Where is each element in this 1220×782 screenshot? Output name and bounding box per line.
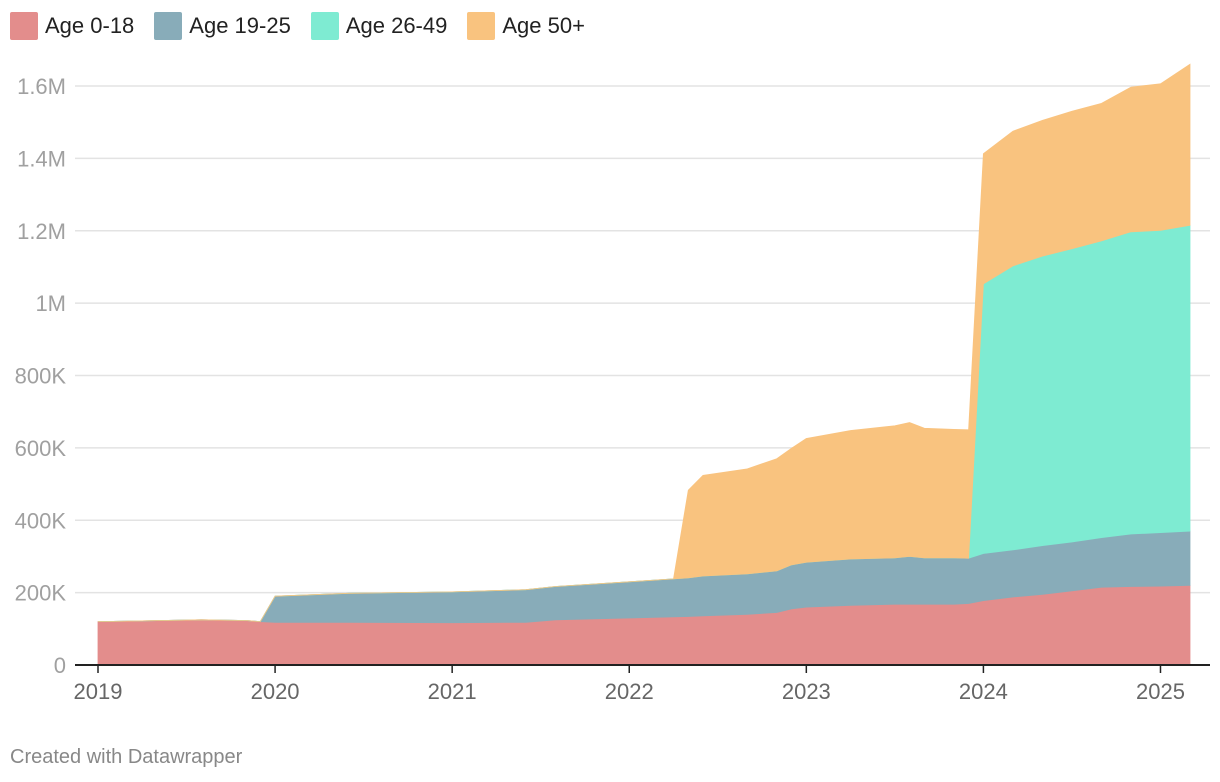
y-tick-label-1: 200K	[15, 581, 67, 606]
x-tick-label-0: 2019	[74, 679, 123, 704]
legend-label-age-26-49: Age 26-49	[345, 13, 448, 38]
legend-swatch-age-50-plus	[467, 12, 496, 40]
x-tick-label-4: 2023	[782, 679, 831, 704]
legend-item-age-50-plus: Age 50+	[467, 12, 585, 40]
datawrapper-credit: Created with Datawrapper	[10, 746, 243, 768]
legend-label-age-50-plus: Age 50+	[502, 13, 585, 38]
axes: 0 200K 400K 600K 800K 1M 1.2M 1.4M 1.6M 2019 2020 2…	[15, 74, 1210, 704]
legend-swatch-age-19-25	[154, 12, 183, 40]
legend-item-age-26-49: Age 26-49	[310, 12, 448, 40]
legend-swatch-age-0-18	[10, 12, 38, 40]
x-tick-label-3: 2022	[605, 679, 654, 704]
y-tick-label-3: 600K	[15, 436, 67, 461]
y-tick-label-6: 1.2M	[17, 219, 66, 244]
legend: Age 0-18 Age 19-25 Age 26-49 Age 50+	[10, 12, 605, 40]
y-tick-label-2: 400K	[15, 508, 67, 533]
y-tick-label-7: 1.4M	[17, 146, 66, 171]
y-tick-label-8: 1.6M	[17, 74, 66, 99]
x-tick-label-2: 2021	[428, 679, 477, 704]
x-tick-label-6: 2025	[1136, 679, 1185, 704]
x-tick-label-1: 2020	[251, 679, 300, 704]
legend-label-age-19-25: Age 19-25	[189, 13, 291, 38]
y-tick-label-0: 0	[54, 653, 66, 678]
legend-label-age-0-18: Age 0-18	[45, 13, 135, 38]
legend-item-age-0-18: Age 0-18	[10, 12, 134, 40]
legend-swatch-age-26-49	[310, 12, 339, 40]
legend-item-age-19-25: Age 19-25	[154, 12, 291, 40]
area-series-age-50-	[97, 63, 1191, 623]
stacked-areas	[97, 63, 1191, 666]
y-tick-label-5: 1M	[35, 291, 66, 316]
x-tick-label-5: 2024	[959, 679, 1008, 704]
y-tick-label-4: 800K	[15, 364, 67, 389]
